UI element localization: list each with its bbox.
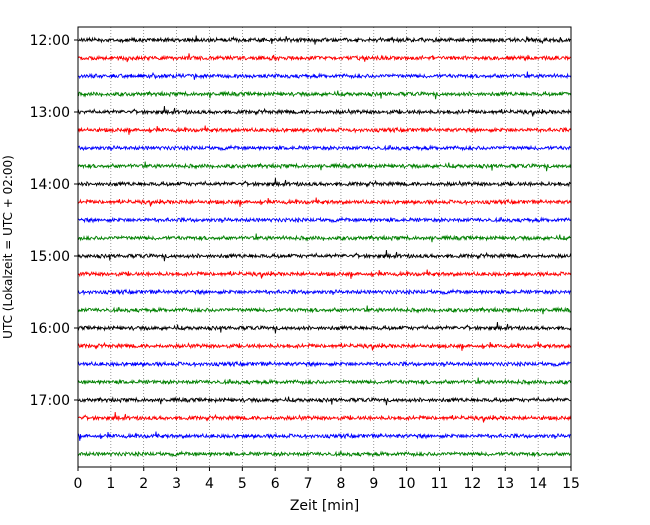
y-tick-label: 14:00 <box>30 177 70 193</box>
trace-row-1330 <box>77 144 571 152</box>
x-tick-label: 8 <box>336 476 345 492</box>
trace-row-1315 <box>77 125 572 135</box>
trace-layer <box>77 35 572 458</box>
x-tick-label: 4 <box>205 476 214 492</box>
x-tick-label: 11 <box>431 476 449 492</box>
x-tick-label: 12 <box>463 476 481 492</box>
x-tick-label: 0 <box>74 476 83 492</box>
trace-row-1645 <box>77 377 572 386</box>
x-tick-label: 1 <box>106 476 115 492</box>
x-tick-label: 10 <box>398 476 416 492</box>
trace-row-1515 <box>77 269 572 279</box>
trace-row-1700 <box>77 396 571 406</box>
x-tick-label: 7 <box>304 476 313 492</box>
plot-frame <box>77 26 572 468</box>
trace-row-1745 <box>77 450 571 458</box>
x-tick-label: 9 <box>369 476 378 492</box>
x-tick-label: 6 <box>271 476 280 492</box>
trace-row-1215 <box>77 53 571 63</box>
x-axis-label: Zeit [min] <box>290 498 359 514</box>
trace-row-1400 <box>77 178 571 188</box>
trace-row-1245 <box>77 90 572 100</box>
y-tick-label: 17:00 <box>30 393 70 409</box>
x-tick-label: 13 <box>496 476 514 492</box>
y-tick-label: 13:00 <box>30 105 70 121</box>
trace-row-1730 <box>77 431 571 441</box>
trace-row-1415 <box>77 197 572 207</box>
x-tick-label: 14 <box>529 476 547 492</box>
y-tick-label: 16:00 <box>30 321 70 337</box>
trace-row-1500 <box>77 250 572 262</box>
x-axis-ticks: 0 1 2 3 4 5 6 7 8 9 10 11 12 13 14 15 <box>74 467 580 492</box>
trace-row-1545 <box>77 305 571 315</box>
trace-row-1230 <box>77 71 571 80</box>
y-axis-label: UTC (Lokalzeit = UTC + 02:00) <box>1 155 15 339</box>
trace-row-1300 <box>77 106 572 117</box>
x-tick-label: 2 <box>139 476 148 492</box>
trace-row-1430 <box>77 216 571 224</box>
trace-row-1615 <box>77 341 571 351</box>
trace-row-1345 <box>77 161 572 172</box>
trace-row-1530 <box>77 288 571 296</box>
y-tick-label: 15:00 <box>30 249 70 265</box>
x-tick-label: 3 <box>172 476 181 492</box>
trace-row-1445 <box>77 233 571 243</box>
trace-row-1630 <box>77 360 571 368</box>
trace-row-1200 <box>77 35 571 45</box>
x-tick-label: 15 <box>562 476 580 492</box>
trace-row-1715 <box>77 412 572 423</box>
y-axis-ticks: 12:00 13:00 14:00 15:00 16:00 17:00 <box>30 33 78 409</box>
trace-row-1600 <box>77 322 572 334</box>
x-tick-label: 5 <box>238 476 247 492</box>
grid-layer <box>110 27 539 467</box>
y-tick-label: 12:00 <box>30 33 70 49</box>
